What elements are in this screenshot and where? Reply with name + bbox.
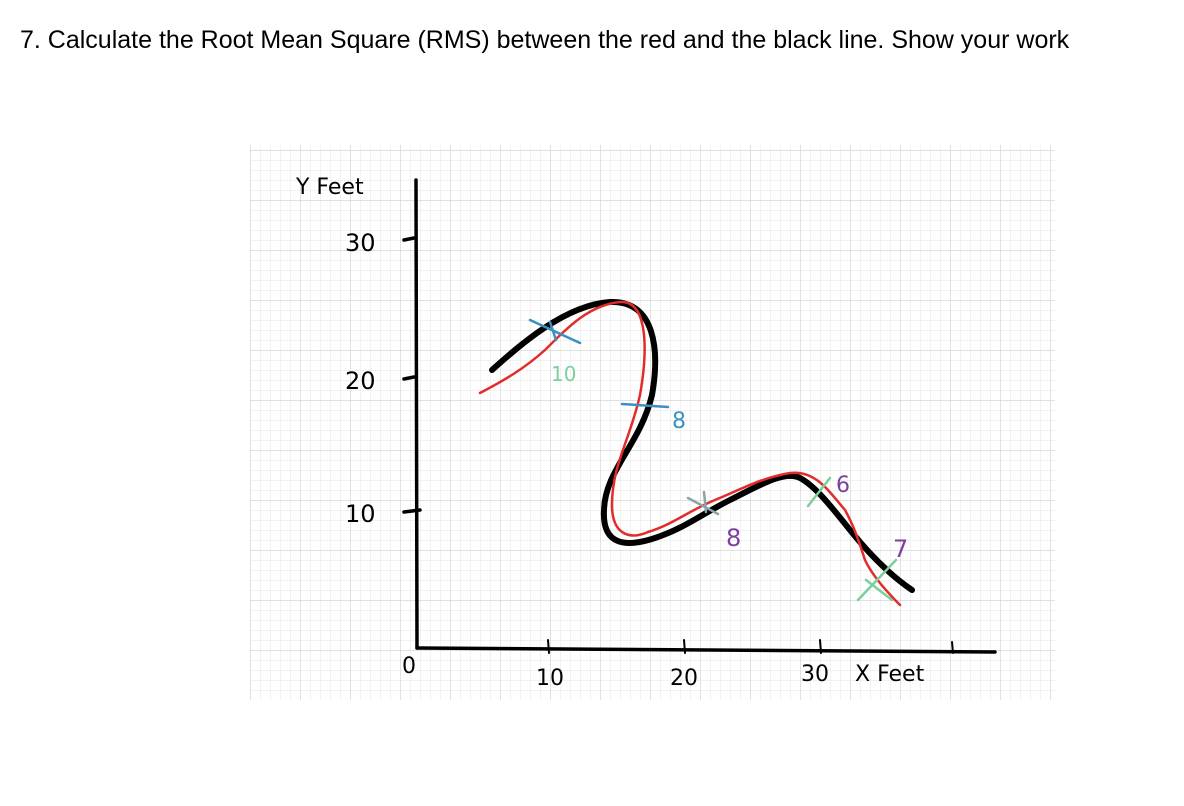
- x-tick-10: [547, 639, 550, 654]
- x-tick-30: [819, 639, 822, 654]
- distance-mark-3-tick: [702, 490, 708, 514]
- distance-label-4: 6: [836, 473, 850, 498]
- y-axis-label: Y Feet: [295, 175, 364, 200]
- y-tick-label-10: 10: [345, 500, 376, 528]
- distance-mark-5: [856, 558, 898, 602]
- y-tick-10: [402, 508, 422, 514]
- origin-label: 0: [402, 654, 416, 679]
- y-tick-label-20: 20: [345, 367, 376, 395]
- question-text: 7. Calculate the Root Mean Square (RMS) …: [20, 26, 1070, 54]
- distance-label-1: 10: [551, 362, 576, 386]
- x-tick-label-10: 10: [536, 666, 564, 691]
- y-axis-line: [414, 178, 419, 650]
- distance-mark-1: [528, 318, 582, 345]
- y-tick-20: [402, 375, 416, 381]
- distance-mark-1-tick: [548, 320, 558, 342]
- graph-paper-grid: [250, 145, 1055, 700]
- distance-label-5: 7: [893, 535, 908, 563]
- x-tick-20: [683, 639, 686, 654]
- x-tick-end: [951, 641, 954, 654]
- axes: [402, 178, 997, 654]
- distance-mark-4: [806, 476, 832, 508]
- distance-marks: [528, 318, 898, 602]
- distance-mark-2: [620, 402, 670, 409]
- x-tick-label-20: 20: [670, 666, 698, 691]
- x-tick-label-30: 30: [801, 662, 829, 687]
- distance-label-2: 8: [672, 409, 686, 434]
- x-axis-label: X Feet: [855, 662, 925, 687]
- distance-mark-5-tick: [864, 578, 894, 602]
- y-tick-30: [402, 236, 416, 242]
- red-line: [478, 300, 902, 607]
- black-line: [489, 298, 915, 593]
- distance-mark-3: [686, 496, 720, 516]
- x-axis-line: [415, 646, 997, 654]
- y-tick-label-30: 30: [345, 229, 376, 257]
- distance-label-3: 8: [726, 524, 741, 552]
